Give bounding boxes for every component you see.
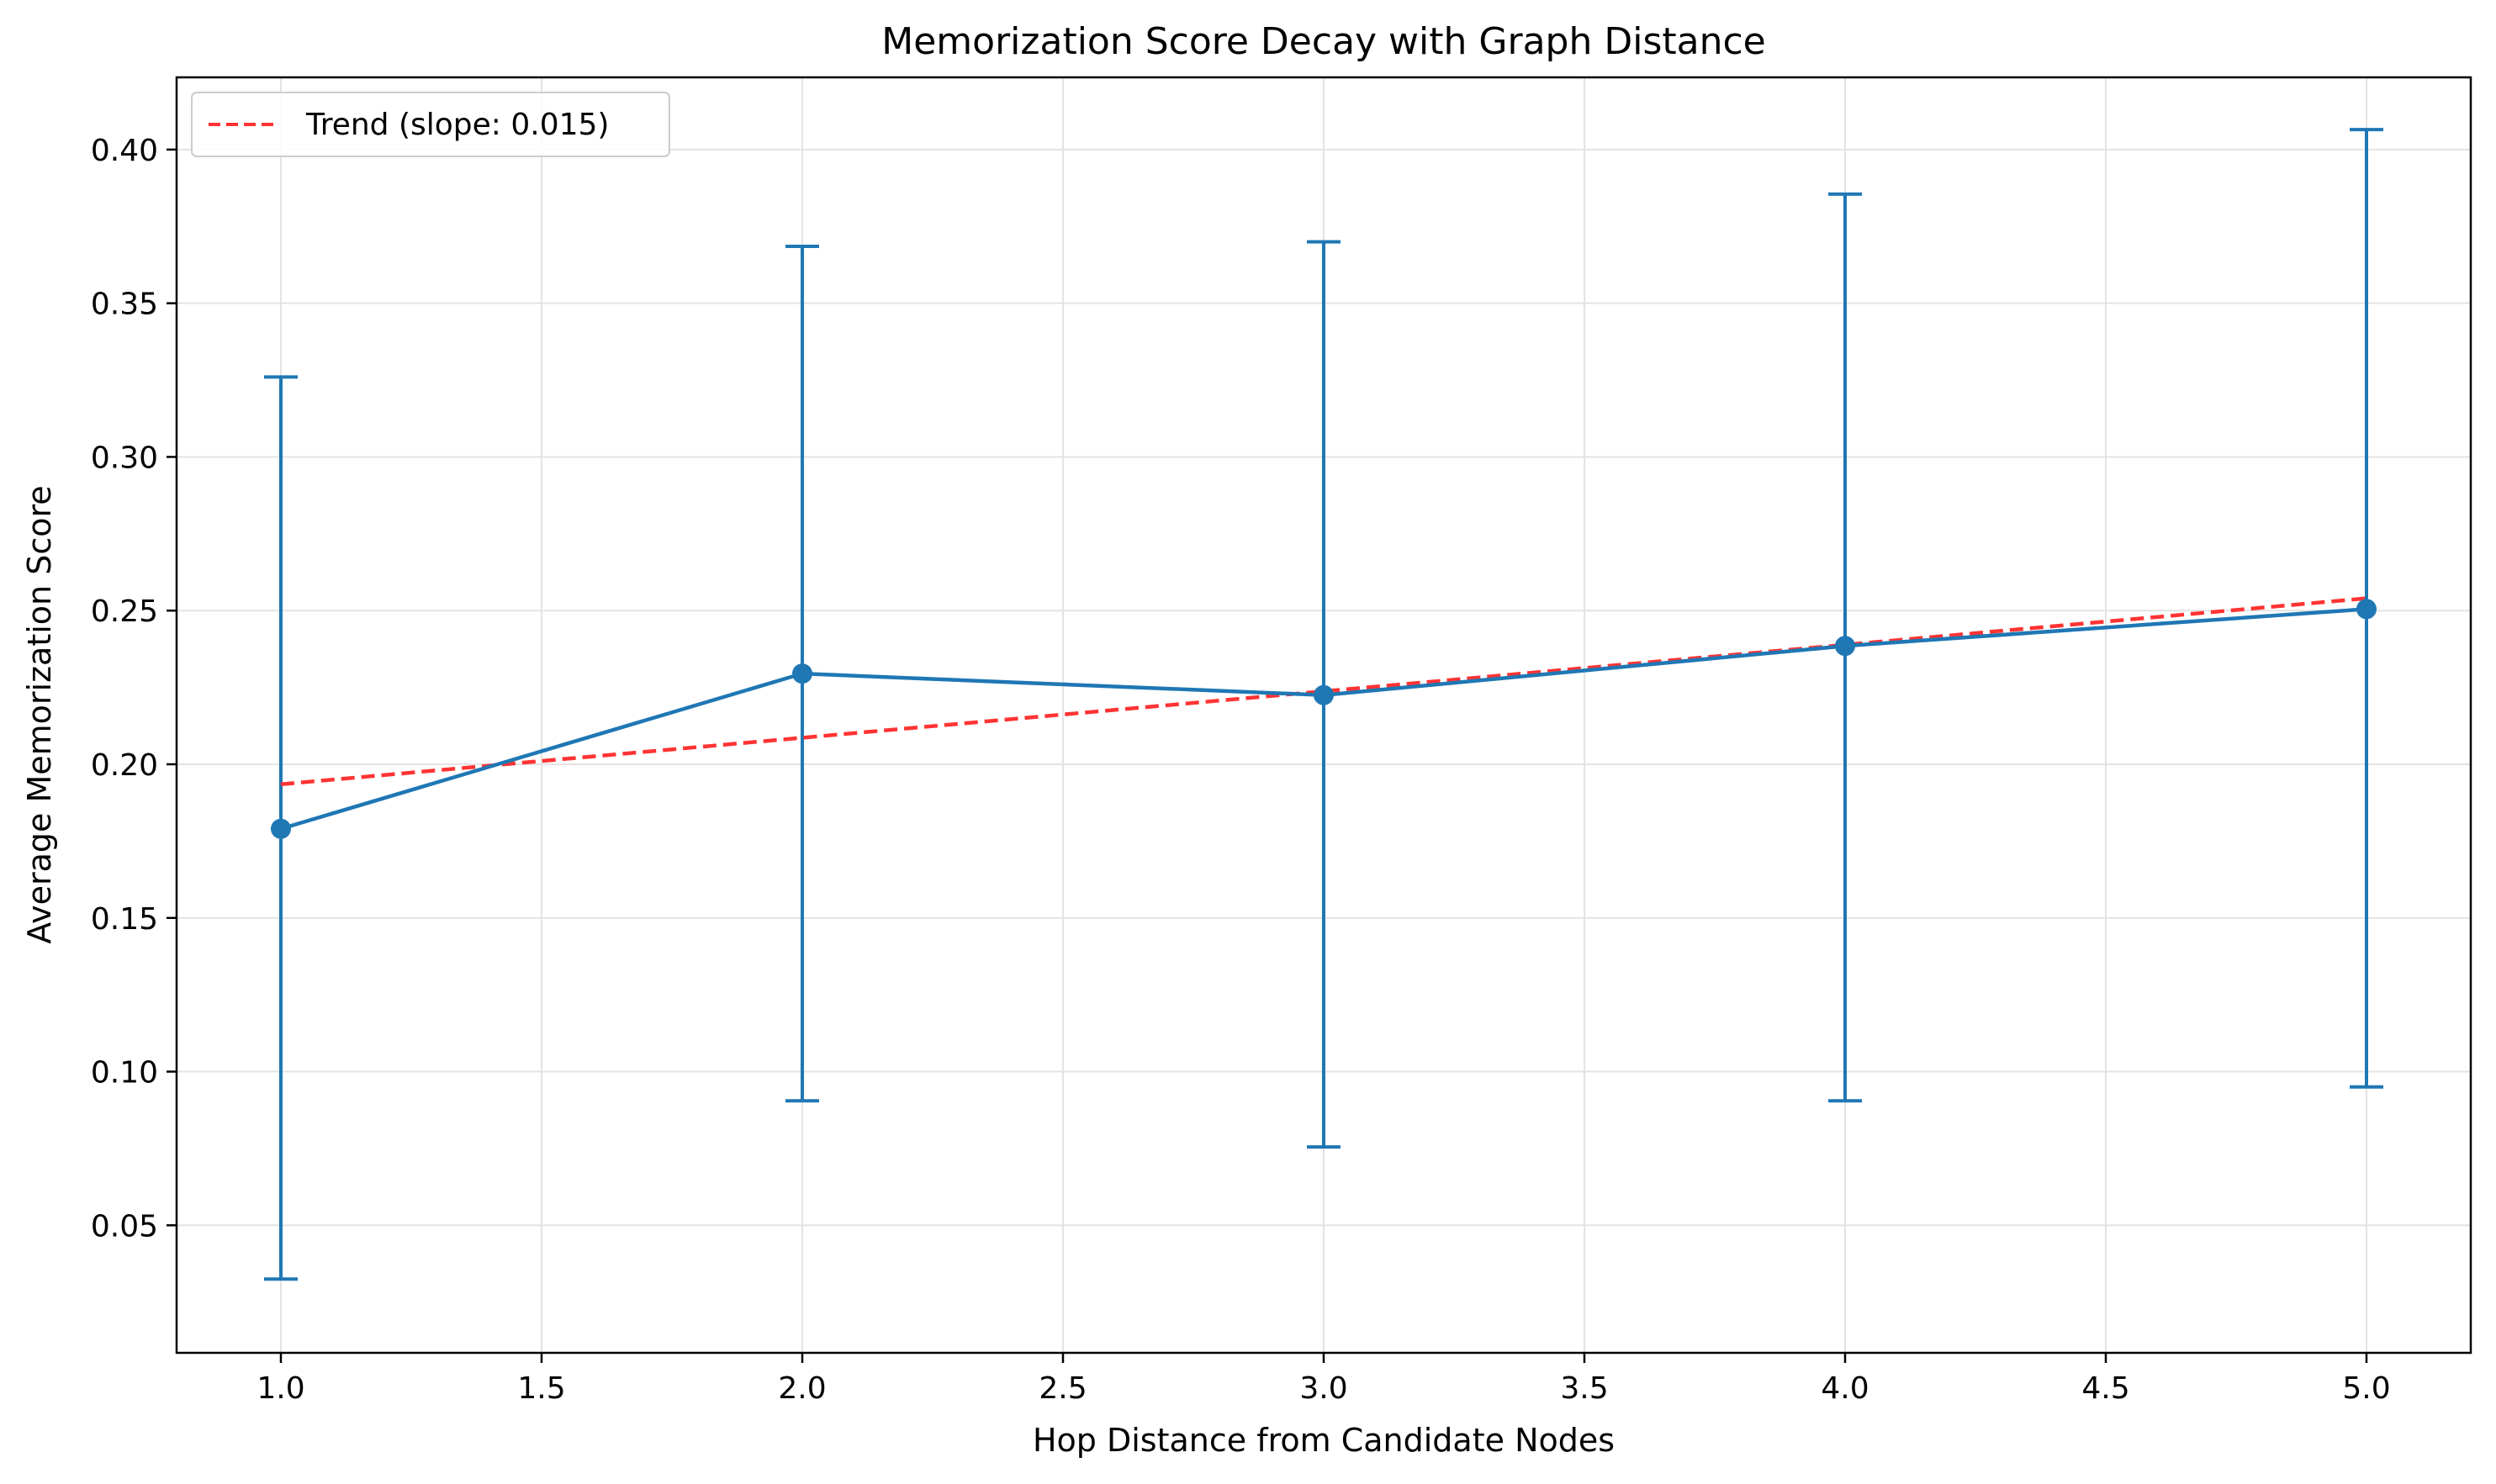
chart-title: Memorization Score Decay with Graph Dist… xyxy=(881,20,1766,63)
x-tick-label: 5.0 xyxy=(2342,1371,2390,1406)
y-tick-label: 0.05 xyxy=(91,1209,158,1244)
y-axis-ticks: 0.05 0.10 0.15 0.20 0.25 0.30 0.35 0.40 xyxy=(91,134,177,1244)
x-axis-label: Hop Distance from Candidate Nodes xyxy=(1033,1422,1615,1459)
y-axis-label: Average Memorization Score xyxy=(21,485,58,943)
trend-line xyxy=(280,596,2367,786)
data-point xyxy=(1835,636,1855,657)
data-point xyxy=(271,818,291,839)
y-tick-label: 0.30 xyxy=(91,441,158,475)
y-tick-label: 0.25 xyxy=(91,594,158,629)
x-axis-ticks: 1.0 1.5 2.0 2.5 3.0 3.5 4.0 4.5 5.0 xyxy=(256,1353,2391,1406)
x-tick-label: 2.5 xyxy=(1039,1371,1087,1406)
legend-box xyxy=(191,92,670,157)
data-points xyxy=(271,599,2377,839)
x-tick-label: 3.0 xyxy=(1299,1371,1347,1406)
legend: Trend (slope: 0.015) xyxy=(191,92,670,157)
data-point xyxy=(792,663,812,684)
y-tick-label: 0.10 xyxy=(91,1056,158,1091)
y-tick-label: 0.20 xyxy=(91,748,158,783)
x-tick-label: 4.0 xyxy=(1821,1371,1869,1406)
x-tick-label: 1.0 xyxy=(256,1371,304,1406)
y-tick-label: 0.40 xyxy=(91,134,158,168)
x-tick-label: 2.0 xyxy=(778,1371,826,1406)
legend-trend-label: Trend (slope: 0.015) xyxy=(305,108,609,142)
x-tick-label: 3.5 xyxy=(1560,1371,1608,1406)
data-point xyxy=(1314,684,1334,705)
data-point xyxy=(2356,599,2377,620)
x-tick-label: 1.5 xyxy=(517,1371,565,1406)
y-tick-label: 0.15 xyxy=(91,902,158,937)
trend-line-layer xyxy=(280,596,2367,786)
x-tick-label: 4.5 xyxy=(2081,1371,2129,1406)
y-tick-label: 0.35 xyxy=(91,288,158,322)
